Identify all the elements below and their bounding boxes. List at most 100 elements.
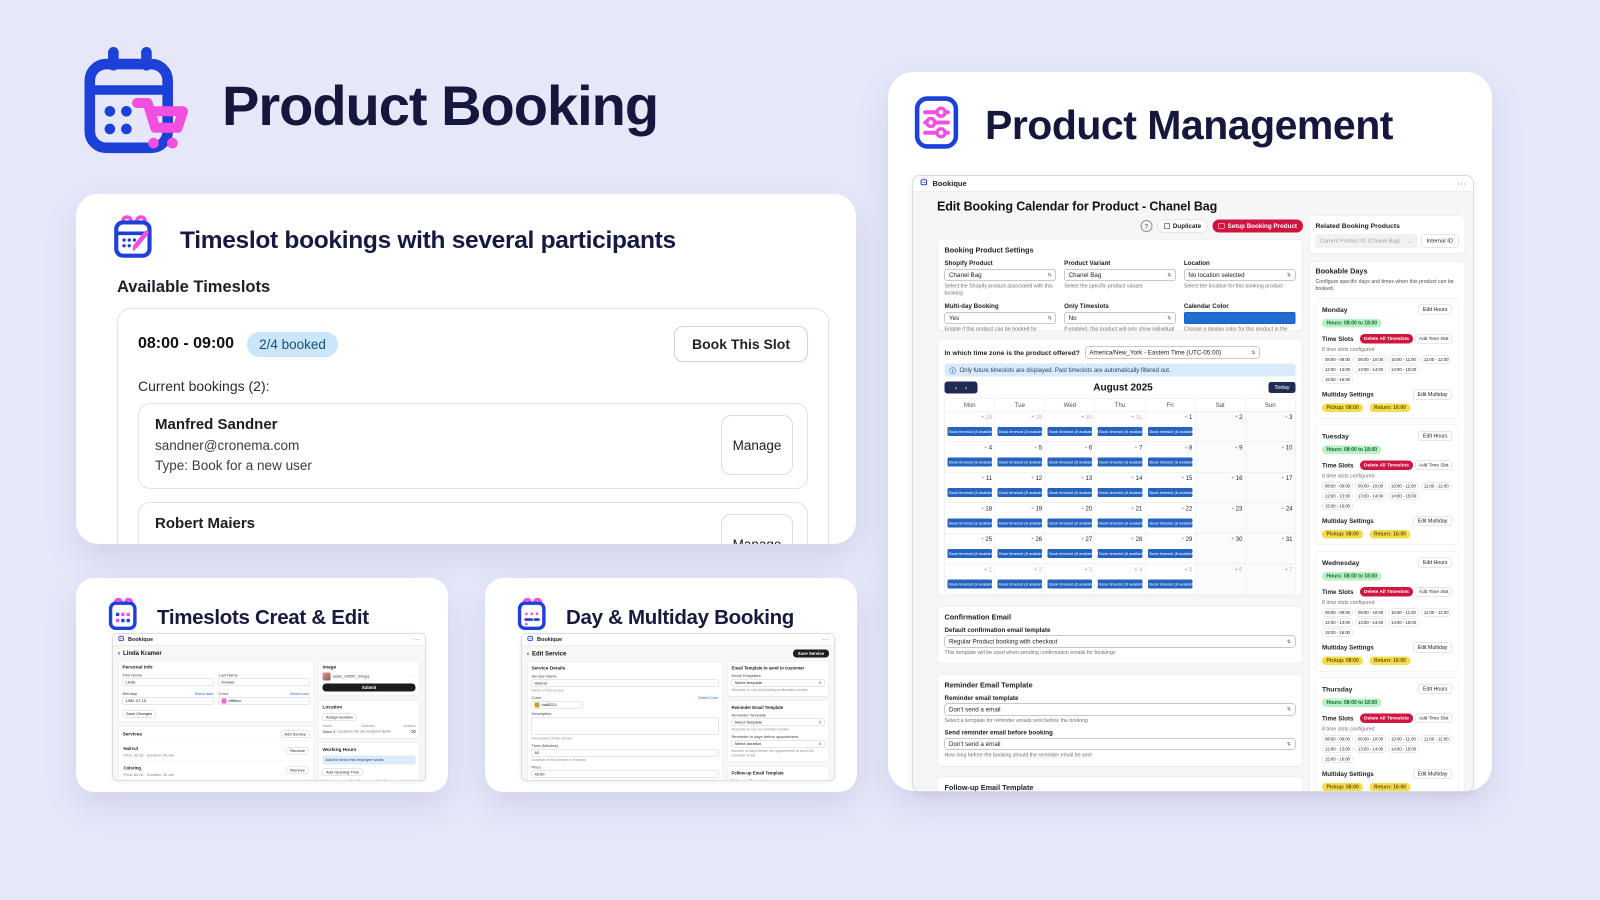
add-booking-icon[interactable]: + [1184,414,1188,420]
book-timeslot-badge[interactable]: Book timeslot (8 available) [1097,457,1143,467]
add-time-slot-button[interactable]: Add Time Slot [1415,334,1452,344]
add-booking-icon[interactable]: + [981,475,985,481]
add-booking-icon[interactable]: + [1131,536,1135,542]
book-timeslot-badge[interactable]: Book timeslot (8 available) [997,488,1043,497]
today-button[interactable]: Today [1268,382,1296,393]
time-slot-chip[interactable]: 14:00 - 15:00 [1388,745,1420,754]
day-cell[interactable]: +16 Book timeslot (8 available) [1195,472,1246,503]
edit-hours-button[interactable]: Edit Hours [1418,684,1452,695]
manage-button[interactable]: Manage [721,514,793,544]
day-cell[interactable]: +23 Book timeslot (8 available) [1195,503,1246,533]
add-booking-icon[interactable]: + [1231,505,1235,512]
add-booking-icon[interactable]: + [1031,505,1034,512]
time-slot-chip[interactable]: 10:00 - 11:00 [1388,608,1419,617]
day-cell[interactable]: +29 Book timeslot (8 available) [1145,533,1196,564]
email-row-select[interactable]: Select template ⇅ [731,718,825,726]
book-timeslot-badge[interactable]: Book timeslot (8 available) [1147,427,1193,436]
add-booking-icon[interactable]: + [984,566,988,573]
window-menu-icon[interactable]: ⋯ [822,635,830,644]
time-slot-chip[interactable]: 08:00 - 09:00 [1322,735,1354,744]
book-timeslot-badge[interactable]: Book timeslot (8 available) [1097,579,1143,589]
day-cell[interactable]: +4 Book timeslot (8 available) [945,442,996,472]
day-cell[interactable]: +29 Book timeslot (8 available) [995,411,1046,442]
add-booking-icon[interactable]: + [980,414,984,420]
day-cell[interactable]: +30 Book timeslot (8 available) [1045,411,1096,442]
book-timeslot-badge[interactable]: Book timeslot (8 available) [947,427,993,436]
add-booking-icon[interactable]: + [1234,414,1238,420]
add-booking-icon[interactable]: + [1134,566,1138,573]
book-timeslot-badge[interactable]: Book timeslot (8 available) [1097,549,1143,558]
save-changes-button[interactable]: Save Changes [122,710,156,718]
first-name-input[interactable]: Linda [122,678,214,686]
day-cell[interactable]: +3 Book timeslot (8 available) [1045,564,1096,594]
remove-service-button[interactable]: Remove [286,766,309,774]
add-time-slot-button[interactable]: Add Time Slot [1415,713,1452,724]
add-booking-icon[interactable]: + [1081,475,1085,481]
shopify-product-select[interactable]: Chanel Bag ⇅ [944,269,1057,281]
edit-hours-button[interactable]: Edit Hours [1418,557,1452,568]
last-name-input[interactable]: Kramer [218,678,310,686]
window-menu-icon[interactable]: ⋯ [1457,178,1466,189]
add-opening-time-button[interactable]: Add Opening Time [322,768,363,776]
book-timeslot-badge[interactable]: Book timeslot (8 available) [1097,488,1143,497]
time-slot-chip[interactable]: 14:00 - 15:00 [1388,492,1420,501]
day-cell[interactable]: +24 Book timeslot (8 available) [1245,503,1295,533]
edit-hours-button[interactable]: Edit Hours [1418,304,1452,315]
add-booking-icon[interactable]: + [1081,536,1085,542]
related-product-select[interactable]: Current Product #1 (Chanel Bag) ⌄ [1315,234,1417,248]
add-time-slot-button[interactable]: Add Time Slot [1415,587,1452,597]
add-booking-icon[interactable]: + [1034,566,1038,573]
book-timeslot-badge[interactable]: Book timeslot (8 available) [1097,518,1143,528]
add-booking-icon[interactable]: + [1031,414,1034,420]
add-booking-icon[interactable]: + [1231,536,1235,542]
time-slot-chip[interactable]: 15:00 - 16:00 [1322,755,1354,764]
add-booking-icon[interactable]: + [1131,475,1135,481]
color-input[interactable]: #ff66cc [218,697,310,705]
time-slot-chip[interactable]: 12:00 - 13:00 [1322,618,1354,627]
add-booking-icon[interactable]: + [980,536,984,542]
add-booking-icon[interactable]: + [1084,566,1088,573]
delete-all-timeslots-button[interactable]: Delete All Timeslots [1360,334,1413,344]
book-timeslot-badge[interactable]: Book timeslot (8 available) [1047,549,1093,558]
day-cell[interactable]: +9 Book timeslot (8 available) [1195,442,1246,472]
duplicate-button[interactable]: Duplicate [1157,219,1208,233]
email-template-select[interactable]: Regular Product booking with checkout ⇅ [944,635,1296,648]
add-booking-icon[interactable]: + [1131,414,1135,420]
time-slot-chip[interactable]: 09:00 - 10:00 [1355,482,1387,491]
day-cell[interactable]: +22 Book timeslot (8 available) [1145,503,1196,533]
day-cell[interactable]: +3 Book timeslot (8 available) [1245,411,1295,442]
color-input[interactable]: #a58321 [531,701,583,709]
day-cell[interactable]: +27 Book timeslot (8 available) [1045,533,1096,564]
day-cell[interactable]: +10 Book timeslot (8 available) [1245,442,1295,472]
add-booking-icon[interactable]: + [1281,444,1285,451]
add-booking-icon[interactable]: + [1281,536,1285,542]
add-booking-icon[interactable]: + [1181,505,1185,512]
day-cell[interactable]: +26 Book timeslot (8 available) [995,533,1046,564]
time-slot-chip[interactable]: 13:00 - 14:00 [1355,745,1387,754]
time-slot-chip[interactable]: 15:00 - 16:00 [1322,628,1354,637]
time-slot-chip[interactable]: 12:00 - 13:00 [1322,365,1354,374]
time-slot-chip[interactable]: 12:00 - 13:00 [1322,492,1354,501]
book-timeslot-badge[interactable]: Book timeslot (8 available) [1047,488,1093,497]
add-booking-icon[interactable]: + [980,505,984,512]
add-booking-icon[interactable]: + [1284,566,1288,573]
book-timeslot-badge[interactable]: Book timeslot (8 available) [1047,518,1093,528]
select-color-link[interactable]: Select Color [698,695,719,701]
add-booking-icon[interactable]: + [1031,536,1034,542]
email-row-select[interactable]: Select duration ⇅ [731,740,825,748]
time-slot-chip[interactable]: 13:00 - 14:00 [1355,365,1387,374]
day-cell[interactable]: +28 Book timeslot (8 available) [1095,533,1146,564]
price-input[interactable]: 45.00 [531,770,719,778]
time-slot-chip[interactable]: 09:00 - 10:00 [1355,608,1387,617]
day-cell[interactable]: +1 Book timeslot (8 available) [945,564,996,594]
add-booking-icon[interactable]: + [1134,444,1138,451]
time-slot-chip[interactable]: 15:00 - 16:00 [1322,502,1354,511]
day-cell[interactable]: +25 Book timeslot (8 available) [945,533,996,564]
day-cell[interactable]: +7 Book timeslot (8 available) [1095,442,1146,472]
day-cell[interactable]: +18 Book timeslot (8 available) [945,503,996,533]
image-menu-icon[interactable]: ⋯ [411,673,416,679]
manage-button[interactable]: Manage [721,415,793,475]
timezone-select[interactable]: America/New_York - Eastern Time (UTC-05:… [1084,346,1260,359]
book-this-slot-button[interactable]: Book This Slot [674,326,808,362]
description-textarea[interactable] [531,717,719,735]
